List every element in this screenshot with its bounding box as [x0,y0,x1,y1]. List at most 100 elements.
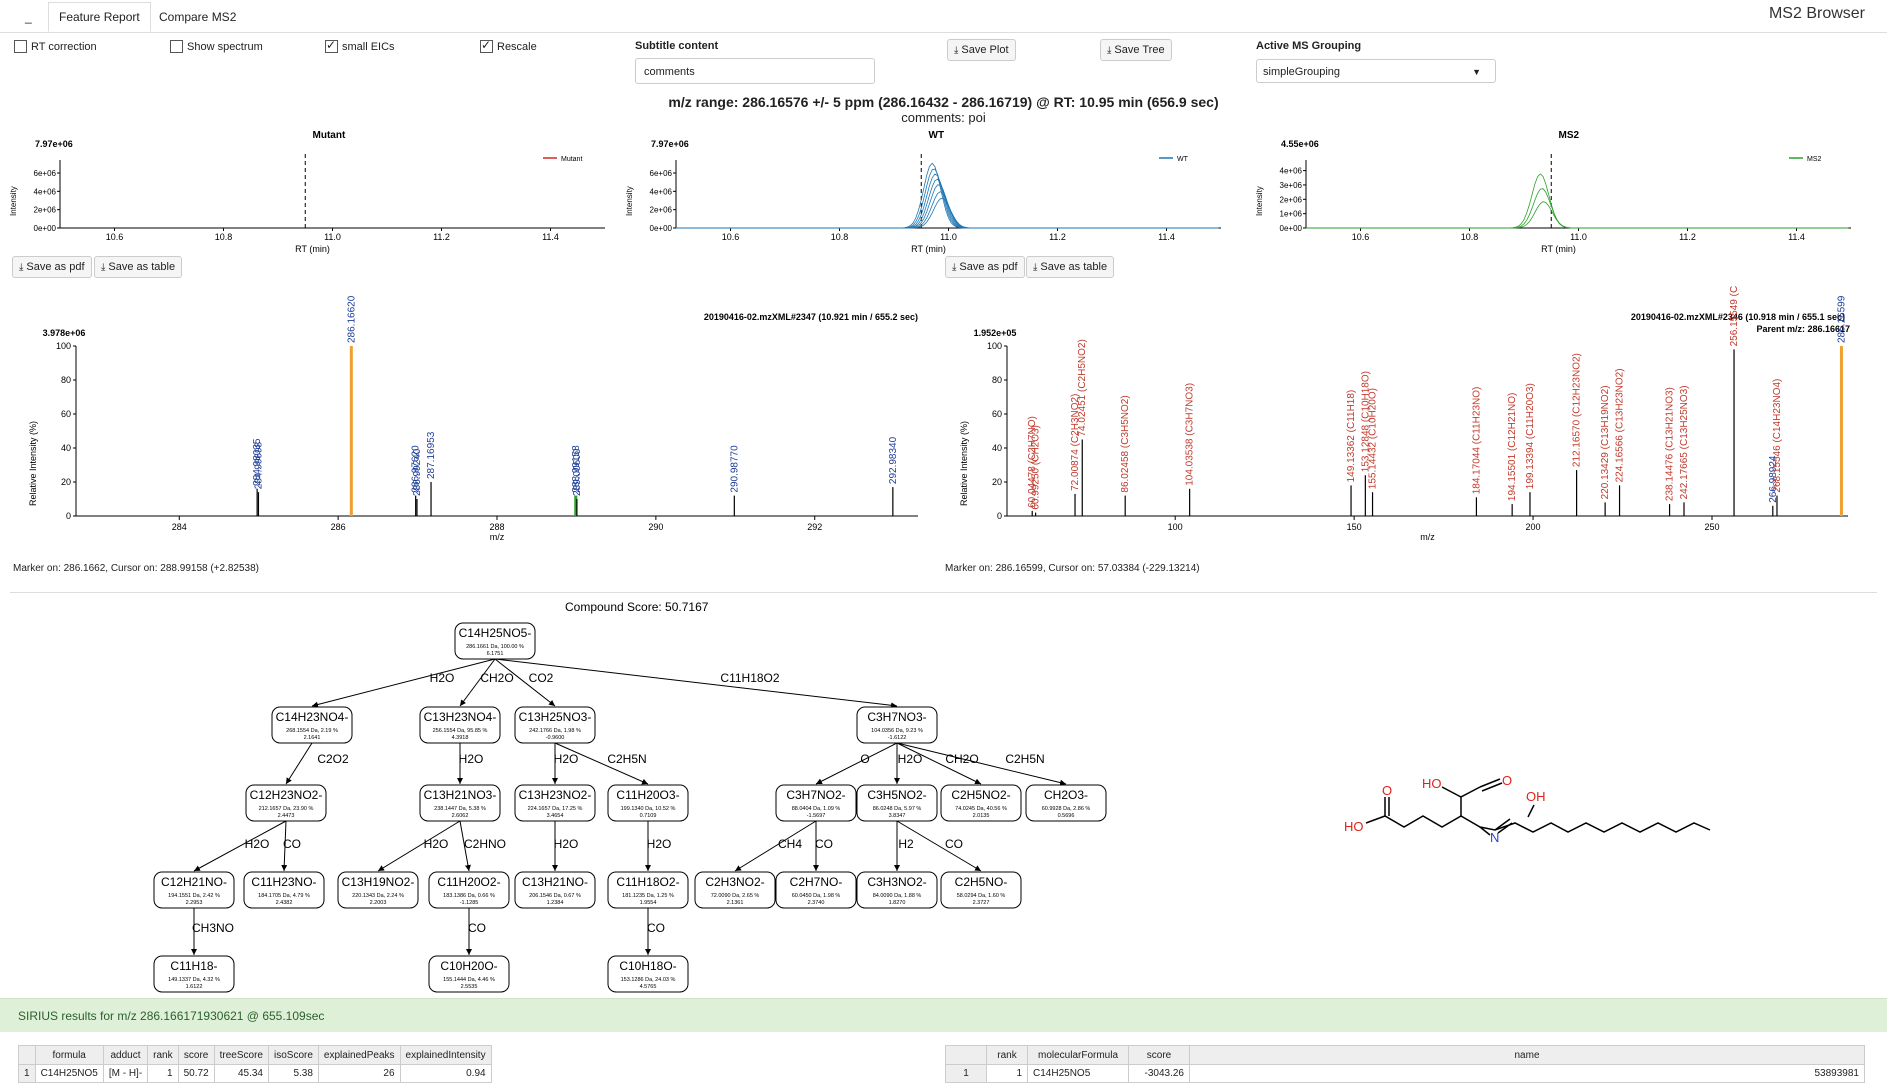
tab-compare-ms2[interactable]: Compare MS2 [159,10,237,24]
tree-node[interactable]: C3H7NO2- 88.0404 Da, 1.09 %-1.5697 [775,784,857,822]
structure-bonds [1365,778,1711,836]
table-cell[interactable]: C14H25NO5 [1027,1064,1129,1083]
table-cell[interactable]: 53893981 [1189,1064,1865,1083]
tree-edge-label: CO [468,921,486,935]
ms-grouping-select[interactable]: simpleGrouping ▼ [1256,59,1496,83]
table-cell[interactable]: 45.34 [213,1064,270,1083]
tree-node[interactable]: C11H20O2- 183.1386 Da, 0.66 %-1.1285 [428,871,510,909]
spectrum-parent-mz: Parent m/z: 286.16617 [1756,324,1850,334]
tree-node-mass: 74.0245 Da, 40.56 % [955,806,1007,812]
table-cell[interactable]: 26 [317,1064,401,1083]
tree-node-formula: C2H3NO2- [705,875,764,889]
save-pdf-button-right[interactable]: ⤓ Save as pdf [945,256,1025,278]
table-header-cell[interactable]: rank [986,1045,1028,1065]
table-header-cell[interactable] [945,1045,987,1065]
table-cell[interactable]: 1 [147,1064,179,1083]
table-cell[interactable]: 50.72 [177,1064,215,1083]
show-spectrum-checkbox[interactable]: Show spectrum [170,40,263,53]
table-cell[interactable]: C14H25NO5 [34,1064,104,1083]
tree-node[interactable]: C14H25NO5- 286.1661 Da, 100.00 %6.1751 [454,622,536,660]
eic-panel-ms2: MS2 4.55e+06 0e+00 1e+06 2e+06 3e+06 4e+06 10.6… [1255,130,1851,254]
table-header-cell[interactable] [18,1045,36,1065]
tree-node-score: 1.8270 [889,900,906,906]
save-tree-button[interactable]: ⤓ Save Tree [1100,39,1172,61]
molecule-structure: HO O HO O OH N O [1330,755,1711,845]
tree-node[interactable]: C13H21NO- 206.1546 Da, 0.67 %1.2384 [514,871,596,909]
table-header-cell[interactable]: name [1189,1045,1865,1065]
table-row[interactable]: 1 1 C14H25NO5 -3043.26 53893981 [945,1064,1865,1083]
sirius-structure-table: rank molecularFormula score name 1 1 C14H25NO… [945,1045,1865,1083]
tree-node[interactable]: C10H18O- 153.1286 Da, 24.03 %4.5765 [607,955,689,993]
tree-node[interactable]: C11H23NO- 184.1705 Da, 4.79 %2.4382 [243,871,325,909]
checkbox-box[interactable] [325,38,338,53]
table-cell[interactable]: [M - H]- [102,1064,149,1083]
rescale-checkbox[interactable]: Rescale [480,38,537,53]
checkbox-box[interactable] [170,40,183,53]
tree-node[interactable]: C12H21NO- 194.1551 Da, 2.42 %2.2953 [153,871,235,909]
tree-node-score: 2.2953 [186,900,203,906]
table-header-cell[interactable]: explainedIntensity [399,1045,492,1065]
tree-node-mass: 183.1386 Da, 0.66 % [443,893,495,899]
table-header-cell[interactable]: treeScore [213,1045,270,1065]
spectrum-peak-label: 266.98924 [1768,455,1779,503]
tree-node[interactable]: C3H7NO3- 104.0356 Da, 9.23 %-1.6122 [856,706,938,744]
tree-node[interactable]: C3H5NO2- 86.0248 Da, 5.97 %3.8347 [856,784,938,822]
tree-node-box [245,784,327,822]
checkbox-box[interactable] [14,40,27,53]
tree-node[interactable]: C12H23NO2- 212.1657 Da, 23.90 %2.4473 [245,784,327,822]
rt-correction-checkbox[interactable]: RT correction [14,40,97,53]
table-header-cell[interactable]: explainedPeaks [317,1045,401,1065]
table-header-cell[interactable]: score [1128,1045,1190,1065]
save-table-button-left[interactable]: ⤓ Save as table [94,256,183,278]
table-row[interactable]: 1 C14H25NO5 [M - H]- 1 50.72 45.34 5.38 26 0.94 [18,1064,492,1083]
subtitle-content-input[interactable]: comments [635,58,875,84]
eic-panel-mutant: Mutant 7.97e+06 0e+00 2e+06 4e+06 6e+06 10.6 10… [9,130,605,254]
tree-node[interactable]: C2H5NO- 58.0294 Da, 1.60 %2.3727 [940,871,1022,909]
sirius-results-banner: SIRIUS results for m/z 286.166171930621 … [0,998,1887,1032]
tree-node[interactable]: C14H23NO4- 268.1554 Da, 2.19 %2.1641 [271,706,353,744]
table-header-cell[interactable]: molecularFormula [1027,1045,1129,1065]
table-cell[interactable]: 1 [18,1064,36,1083]
tree-node[interactable]: C13H23NO2- 224.1657 Da, 17.25 %3.4654 [514,784,596,822]
table-cell[interactable]: 0.94 [399,1064,492,1083]
tree-node-box [514,871,596,909]
save-pdf-button-left[interactable]: ⤓ Save as pdf [12,256,92,278]
table-header-cell[interactable]: score [177,1045,215,1065]
tree-node[interactable]: C2H5NO2- 74.0245 Da, 40.56 %2.0135 [940,784,1022,822]
spectrum-ylabel: Relative Intensity (%) [28,421,38,506]
small-eics-checkbox[interactable]: small EICs [325,38,395,53]
tree-node[interactable]: C13H19NO2- 220.1343 Da, 2.24 %2.2003 [337,871,419,909]
tree-node[interactable]: C11H20O3- 199.1340 Da, 10.52 %0.7109 [607,784,689,822]
tree-node[interactable]: C2H3NO2- 72.0090 Da, 2.65 %2.1361 [694,871,776,909]
eic-ymax-label: 4.55e+06 [1281,139,1319,149]
eic-title: WT [929,130,945,141]
spectrum-peak-label: 242.17665 (C13H25NO3) [1679,385,1690,499]
tree-node[interactable]: C11H18- 149.1337 Da, 4.32 %1.6122 [153,955,235,993]
compound-score: Compound Score: 50.7167 [565,600,709,614]
save-table-button-right[interactable]: ⤓ Save as table [1026,256,1115,278]
checkbox-box[interactable] [480,38,493,53]
tree-node[interactable]: CH2O3- 60.9928 Da, 2.86 %0.5696 [1025,784,1107,822]
tab-menu[interactable]: _ [25,10,32,24]
table-cell[interactable]: 5.38 [268,1064,319,1083]
table-header-cell[interactable]: rank [147,1045,179,1065]
eic-xtick-label: 10.8 [215,232,233,242]
tree-node[interactable]: C13H25NO3- 242.1766 Da, 1.98 %-0.9600 [514,706,596,744]
tree-node[interactable]: C10H20O- 155.1444 Da, 4.46 %2.5535 [428,955,510,993]
tree-node[interactable]: C3H3NO2- 84.0090 Da, 1.88 %1.8270 [856,871,938,909]
tree-node[interactable]: C2H7NO- 60.0450 Da, 1.98 %2.3740 [775,871,857,909]
tree-edge-label: H2O [554,837,579,851]
tree-node[interactable]: C13H21NO3- 238.1447 Da, 5.38 %2.6062 [419,784,501,822]
save-plot-button[interactable]: ⤓ Save Plot [947,39,1016,61]
tab-feature-report[interactable]: Feature Report [48,2,151,32]
tree-node[interactable]: C13H23NO4- 256.1554 Da, 95.85 %4.3918 [419,706,501,744]
tree-node-box [428,871,510,909]
table-header-cell[interactable]: formula [34,1045,104,1065]
table-cell[interactable]: 1 [945,1064,987,1083]
table-header-cell[interactable]: adduct [102,1045,149,1065]
table-cell[interactable]: -3043.26 [1128,1064,1190,1083]
table-header-cell[interactable]: isoScore [268,1045,319,1065]
table-cell[interactable]: 1 [986,1064,1028,1083]
tree-node-mass: 153.1286 Da, 24.03 % [621,977,676,983]
tree-node[interactable]: C11H18O2- 181.1235 Da, 1.25 %1.9554 [607,871,689,909]
